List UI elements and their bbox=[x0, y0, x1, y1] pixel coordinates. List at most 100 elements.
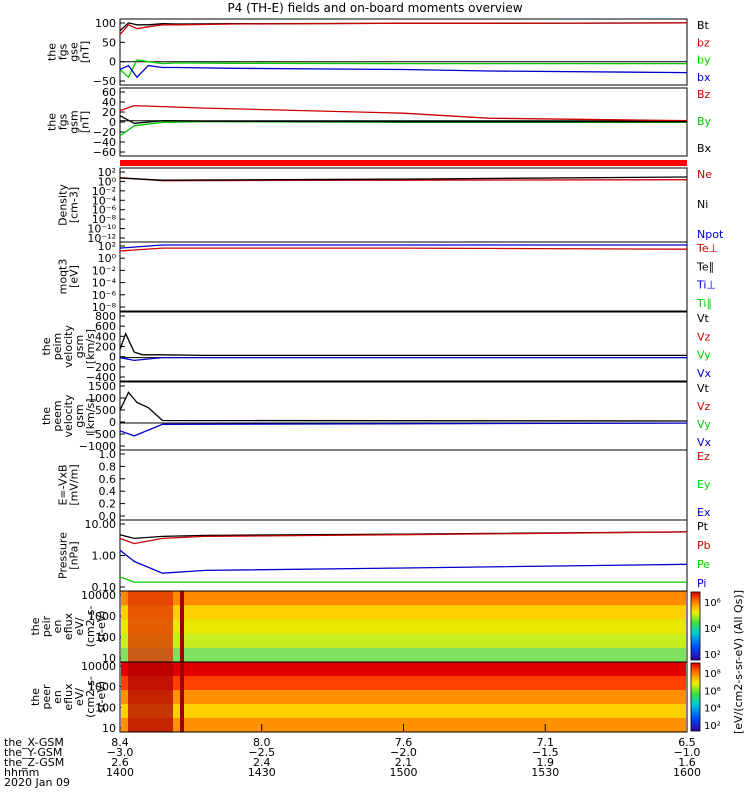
colorbar-1-tick: 10² bbox=[704, 650, 721, 661]
xaxis-row-value: 6.5 bbox=[678, 736, 696, 749]
panel-1-ytick: 0 bbox=[109, 56, 116, 69]
panel-9-ylabel: eV/ bbox=[73, 617, 86, 635]
panel-6-ylabel: peem bbox=[51, 400, 64, 431]
colorbar-label: [eV/(cm2-s-sr-eV) (All Qs)] bbox=[732, 590, 745, 734]
panel-frame-8 bbox=[119, 519, 688, 592]
colorbar-2-tick: 10⁴ bbox=[704, 704, 721, 715]
xaxis-row-value: −3.0 bbox=[107, 746, 134, 759]
panel-7-ytick: 1.0 bbox=[99, 448, 117, 461]
panel-6-legend-Vt: Vt bbox=[697, 382, 710, 395]
spectrogram-2-band bbox=[121, 676, 686, 691]
xaxis-row-value: 2.4 bbox=[253, 756, 271, 769]
panel-5-ytick: 600 bbox=[95, 320, 116, 333]
panel-5-legend-Vy: Vy bbox=[697, 349, 711, 362]
panel-3-ytick: 10⁻¹² bbox=[87, 232, 116, 245]
panel-4-legend-Ti⊥: Ti⊥ bbox=[696, 279, 716, 292]
panel-1-ytick: −50 bbox=[93, 75, 116, 88]
panel-8-ytick: 0.10 bbox=[92, 581, 117, 594]
panel-7-ytick: 0.6 bbox=[99, 473, 117, 486]
panel-4-ytick: 10⁻⁶ bbox=[92, 289, 117, 302]
panel-9-ylabel: eflux bbox=[62, 612, 75, 640]
panel-3-legend-Npot: Npot bbox=[697, 228, 724, 241]
panel-6-legend-Vz: Vz bbox=[697, 400, 711, 413]
xaxis-row-value: 7.1 bbox=[537, 736, 555, 749]
panel-frame-6 bbox=[119, 381, 688, 451]
panel-9-ytick: 100 bbox=[95, 631, 116, 644]
separator-band bbox=[120, 160, 687, 166]
colorbar-2 bbox=[690, 662, 701, 732]
panel-4-ytick: 10⁰ bbox=[98, 252, 117, 265]
panel-10-ylabel: sr-eV) bbox=[95, 681, 108, 713]
panel-3-ytick: 10⁻⁴ bbox=[92, 194, 117, 207]
panel-6-legend-Vx: Vx bbox=[697, 436, 712, 449]
xaxis-row-label: the_Y-GSM bbox=[4, 746, 62, 759]
spectrogram-2-band bbox=[121, 690, 686, 705]
panel-3-ytick: 10⁻⁶ bbox=[92, 204, 117, 217]
panel-4-ytick: 10² bbox=[98, 240, 116, 253]
panel-10-ylabel: eflux bbox=[62, 683, 75, 711]
panel-1-ytick: 50 bbox=[102, 36, 116, 49]
plot-title: P4 (TH-E) fields and on-board moments ov… bbox=[227, 1, 523, 15]
panel-6-ylabel: the bbox=[40, 407, 53, 425]
spectrogram-1-spike bbox=[180, 591, 184, 662]
panel-4-series-Ti bbox=[119, 244, 687, 249]
panel-5-series-Vx bbox=[119, 356, 687, 362]
spectrogram-1-band bbox=[121, 633, 686, 649]
panel-2-ytick: −60 bbox=[93, 146, 116, 159]
panel-8-legend-Pi: Pi bbox=[697, 577, 706, 590]
panel-5-ytick: 200 bbox=[95, 341, 116, 354]
xaxis-row-value: 1600 bbox=[673, 766, 701, 779]
panel-2-ytick: 40 bbox=[102, 96, 116, 109]
xaxis-row-value: 8.0 bbox=[253, 736, 271, 749]
colorbar-2-tick: 10² bbox=[704, 721, 721, 732]
panel-7-legend-Ez: Ez bbox=[697, 450, 710, 463]
panel-frame-1 bbox=[119, 18, 688, 86]
panel-10-ylabel: the bbox=[29, 688, 42, 706]
panel-frame-5 bbox=[119, 311, 688, 382]
panel-1-ylabel: fgs bbox=[57, 43, 70, 60]
panel-6-ytick: −1000 bbox=[79, 440, 116, 453]
panel-9-ytick: 10000 bbox=[81, 589, 116, 602]
panel-2-legend-By: By bbox=[697, 115, 712, 128]
xaxis-row-label: hhmm bbox=[4, 766, 39, 779]
xaxis-row-value: 2.6 bbox=[111, 756, 129, 769]
panel-5-ylabel: velocity bbox=[62, 325, 75, 368]
panel-1-series-bx bbox=[119, 64, 688, 79]
panel-8-ytick: 1.00 bbox=[92, 550, 117, 563]
panel-5-series-Vt bbox=[119, 331, 687, 357]
panel-4-ytick: 10⁻² bbox=[92, 264, 116, 277]
panel-9-ylabel: peir bbox=[40, 615, 53, 637]
panel-6-ylabel: [km/s] bbox=[84, 398, 97, 433]
panel-4-legend-Te⊥: Te⊥ bbox=[696, 242, 718, 255]
panel-4-legend-Te∥: Te∥ bbox=[696, 260, 714, 273]
xaxis-row-value: 1500 bbox=[390, 766, 418, 779]
xaxis-row-value: 1400 bbox=[106, 766, 134, 779]
panel-8-series-Pi bbox=[119, 549, 688, 574]
spectrogram-2-band bbox=[121, 662, 686, 677]
panel-2-ylabel: fgs bbox=[57, 113, 70, 130]
panel-2-legend-Bz: Bz bbox=[697, 88, 711, 101]
panel-5-legend-Vz: Vz bbox=[697, 330, 711, 343]
panel-2-series-By bbox=[119, 121, 687, 137]
spectrogram-1-band bbox=[121, 647, 686, 663]
panel-1-legend-Bt: Bt bbox=[697, 19, 710, 32]
panel-10-ylabel: (cm2-s- bbox=[84, 676, 97, 718]
panel-1-series-by bbox=[119, 59, 687, 79]
panel-9-ylabel: (cm2-s- bbox=[84, 606, 97, 648]
panel-8-series-Pb bbox=[119, 531, 688, 545]
xaxis-row-value: 8.4 bbox=[111, 736, 129, 749]
panel-2-ylabel: gsm bbox=[68, 110, 81, 133]
panel-3-ytick: 10⁻² bbox=[92, 185, 116, 198]
panel-1-legend-by: by bbox=[697, 54, 711, 67]
xaxis-row-value: −2.5 bbox=[248, 746, 275, 759]
panel-7-ylabel: E=-VxB bbox=[57, 464, 70, 505]
panel-9-ytick: 10 bbox=[102, 652, 116, 665]
panel-3-ytick: 10² bbox=[98, 166, 116, 179]
panel-2-ylabel: [nT] bbox=[79, 111, 92, 133]
panel-10-ylabel: eV/ bbox=[73, 688, 86, 706]
panel-6-ytick: 0 bbox=[109, 416, 116, 429]
spectrogram-1-band bbox=[121, 605, 686, 620]
panel-3-ytick: 10⁰ bbox=[98, 175, 117, 188]
panel-8-ylabel: [nPa] bbox=[68, 541, 81, 569]
